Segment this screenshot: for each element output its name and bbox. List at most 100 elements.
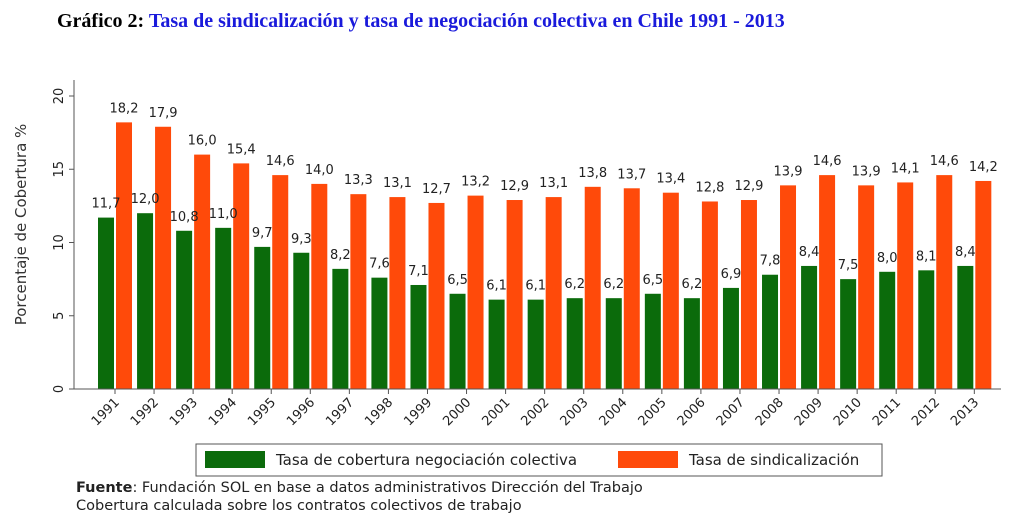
x-tick-label-1993: 1993 (167, 395, 201, 429)
x-tick-label-2008: 2008 (753, 395, 787, 429)
data-label-sindicalizacion-2001: 12,9 (500, 179, 529, 194)
data-label-negociacion-1996: 9,3 (291, 232, 312, 247)
bar-negociacion-1996 (293, 252, 310, 389)
data-label-negociacion-1997: 8,2 (330, 248, 351, 263)
bar-negociacion-2008 (762, 274, 779, 389)
data-label-sindicalizacion-1993: 16,0 (188, 134, 217, 149)
bar-sindicalizacion-2013 (975, 180, 992, 389)
x-tick-label-2002: 2002 (518, 395, 552, 429)
bar-negociacion-1992 (137, 213, 154, 389)
x-tick-label-2006: 2006 (675, 395, 709, 429)
bar-negociacion-1995 (254, 246, 271, 389)
bar-negociacion-2013 (957, 265, 974, 389)
bar-negociacion-2011 (879, 271, 896, 389)
data-label-sindicalizacion-2003: 13,8 (578, 166, 607, 181)
data-label-negociacion-1991: 11,7 (92, 197, 121, 212)
bar-negociacion-2004 (605, 298, 622, 389)
data-label-sindicalizacion-1995: 14,6 (266, 154, 295, 169)
x-tick-label-2012: 2012 (909, 395, 943, 429)
chart-title: Gráfico 2: Tasa de sindicalización y tas… (57, 10, 785, 33)
legend-label-sindicalizacion: Tasa de sindicalización (688, 451, 859, 469)
data-label-sindicalizacion-2005: 13,4 (656, 172, 685, 187)
bar-negociacion-1993 (176, 230, 193, 389)
legend-swatch-negociacion (205, 451, 265, 468)
data-label-negociacion-2001: 6,1 (486, 279, 507, 294)
x-tick-label-1994: 1994 (206, 395, 240, 429)
data-label-negociacion-2010: 7,5 (838, 258, 859, 273)
bar-sindicalizacion-1992 (155, 126, 172, 389)
x-tick-label-2013: 2013 (948, 395, 982, 429)
data-label-negociacion-2011: 8,0 (877, 251, 898, 266)
x-tick-label-2003: 2003 (558, 395, 592, 429)
bar-negociacion-2009 (801, 265, 818, 389)
bar-negociacion-2007 (722, 287, 739, 389)
data-label-negociacion-2005: 6,5 (642, 273, 663, 288)
bar-sindicalizacion-2012 (936, 175, 953, 389)
y-axis-label: Porcentaje de Cobertura % (12, 124, 30, 326)
y-tick-label-0: 0 (52, 385, 67, 393)
bar-negociacion-2001 (488, 299, 505, 389)
bar-sindicalizacion-1997 (350, 194, 367, 389)
data-label-sindicalizacion-1994: 15,4 (227, 142, 256, 157)
bar-negociacion-1999 (410, 284, 427, 389)
legend-label-negociacion: Tasa de cobertura negociación colectiva (275, 451, 577, 469)
data-label-sindicalizacion-2012: 14,6 (930, 154, 959, 169)
y-tick-label-5: 5 (52, 312, 67, 320)
bar-negociacion-2002 (527, 299, 544, 389)
data-label-negociacion-2002: 6,1 (525, 279, 546, 294)
bar-sindicalizacion-2006 (701, 201, 718, 389)
x-tick-label-1991: 1991 (89, 395, 123, 429)
bar-negociacion-2000 (449, 293, 466, 389)
x-tick-label-2005: 2005 (636, 395, 670, 429)
data-label-negociacion-2007: 6,9 (721, 267, 742, 282)
y-tick-label-15: 15 (52, 161, 67, 178)
bar-sindicalizacion-2011 (897, 182, 914, 389)
data-label-sindicalizacion-1992: 17,9 (149, 106, 178, 121)
bar-sindicalizacion-2010 (858, 185, 875, 389)
bar-sindicalizacion-1995 (272, 175, 289, 389)
data-label-sindicalizacion-2009: 14,6 (813, 154, 842, 169)
data-label-sindicalizacion-1997: 13,3 (344, 173, 373, 188)
data-label-negociacion-2012: 8,1 (916, 249, 937, 264)
title-prefix: Gráfico 2: (57, 10, 145, 32)
data-label-negociacion-2009: 8,4 (799, 245, 820, 260)
legend-swatch-sindicalizacion (618, 451, 678, 468)
data-label-negociacion-2004: 6,2 (603, 277, 624, 292)
x-tick-label-1997: 1997 (323, 395, 357, 429)
data-label-negociacion-2000: 6,5 (447, 273, 468, 288)
bar-sindicalizacion-2000 (467, 195, 484, 389)
x-tick-label-1992: 1992 (128, 395, 162, 429)
bar-sindicalizacion-1993 (194, 154, 211, 389)
bar-negociacion-2003 (566, 298, 583, 389)
data-label-sindicalizacion-1998: 13,1 (383, 176, 412, 191)
bar-sindicalizacion-1996 (311, 183, 328, 389)
x-tick-label-1998: 1998 (362, 395, 396, 429)
data-label-sindicalizacion-2007: 12,9 (734, 179, 763, 194)
bar-negociacion-1998 (371, 277, 388, 389)
x-tick-label-2011: 2011 (870, 395, 904, 429)
x-tick-label-1996: 1996 (284, 395, 318, 429)
bar-negociacion-1994 (215, 227, 232, 389)
data-label-negociacion-1995: 9,7 (252, 226, 273, 241)
bar-sindicalizacion-1998 (389, 197, 406, 389)
data-label-sindicalizacion-1991: 18,2 (110, 101, 139, 116)
data-label-negociacion-2006: 6,2 (682, 277, 703, 292)
bar-sindicalizacion-2001 (506, 200, 523, 389)
bar-negociacion-2005 (644, 293, 661, 389)
bar-sindicalizacion-2005 (662, 192, 679, 389)
bar-negociacion-2010 (840, 279, 857, 389)
source-line-1: : Fundación SOL en base a datos administ… (132, 480, 643, 496)
data-label-negociacion-2003: 6,2 (564, 277, 585, 292)
bar-sindicalizacion-1994 (233, 163, 250, 389)
x-tick-label-2004: 2004 (597, 395, 631, 429)
x-tick-label-2001: 2001 (479, 395, 513, 429)
bar-sindicalizacion-2003 (584, 186, 601, 389)
bar-negociacion-1991 (98, 217, 114, 389)
bar-negociacion-1997 (332, 268, 349, 389)
source-note: Fuente: Fundación SOL en base a datos ad… (76, 479, 643, 515)
data-label-sindicalizacion-2013: 14,2 (969, 160, 998, 175)
bar-sindicalizacion-1999 (428, 202, 445, 389)
x-tick-label-2007: 2007 (714, 395, 748, 429)
data-label-negociacion-1998: 7,6 (369, 257, 390, 272)
